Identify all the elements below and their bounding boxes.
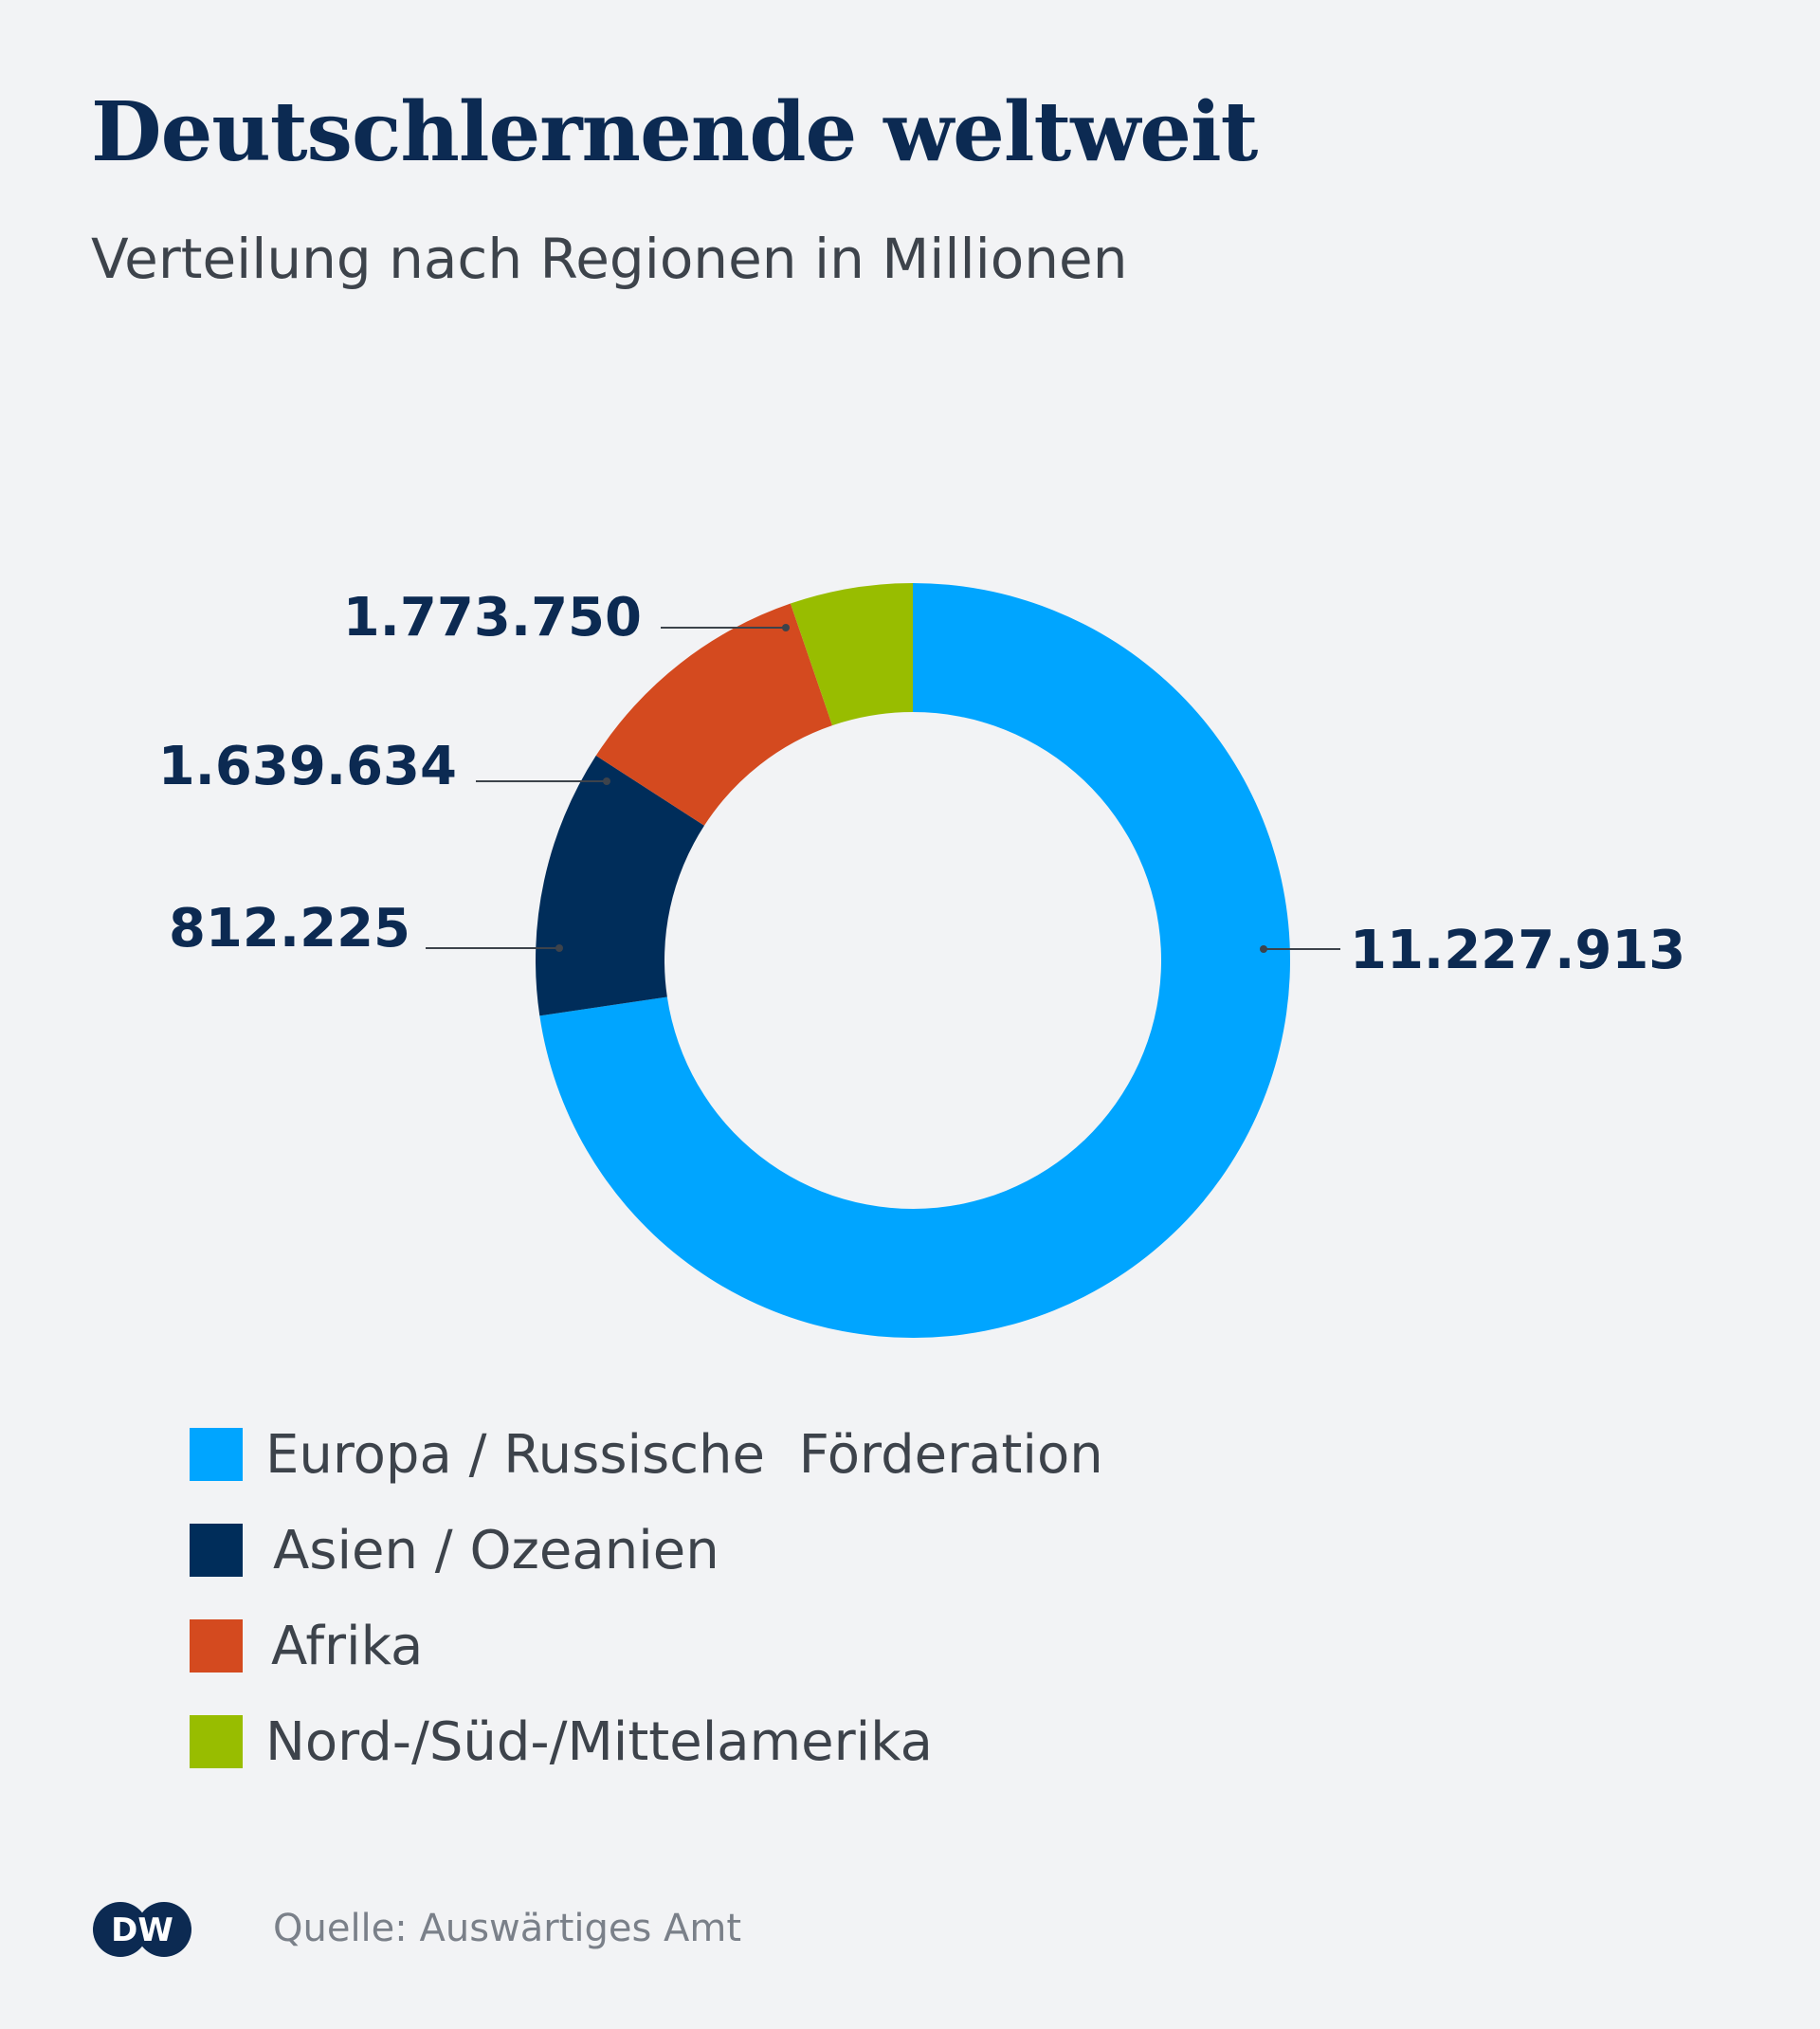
value-label-afrika: 1.639.634	[158, 736, 457, 797]
value-labels: 11.227.913 1.773.750 1.639.634 812.225	[158, 587, 1686, 981]
value-label-asien: 1.773.750	[343, 587, 642, 649]
slice-afrika	[595, 603, 833, 826]
legend-label-afrika: Afrika	[271, 1616, 424, 1677]
legend-swatch-asien	[190, 1524, 243, 1577]
slice-europa	[539, 583, 1290, 1338]
chart-subtitle: Verteilung nach Regionen in Millionen	[91, 227, 1128, 291]
value-label-europa: 11.227.913	[1350, 920, 1685, 981]
value-label-amerika: 812.225	[169, 898, 410, 960]
legend-swatch-europa	[190, 1428, 243, 1481]
legend-swatch-amerika	[190, 1715, 243, 1768]
leader-dot-amerika	[555, 944, 563, 952]
dw-logo-icon: DW	[93, 1902, 191, 1957]
slice-asien	[536, 755, 704, 1016]
leader-dot-afrika	[603, 777, 610, 785]
legend-label-amerika: Nord-/Süd-/Mittelamerika	[265, 1711, 933, 1773]
footer: DW Quelle: Auswärtiges Amt	[91, 1896, 1039, 1965]
source-note: Quelle: Auswärtiges Amt	[273, 1907, 742, 1950]
leader-dot-asien	[782, 624, 790, 631]
donut-chart: 11.227.913 1.773.750 1.639.634 812.225	[158, 583, 1686, 1338]
leader-dot-europa	[1260, 945, 1267, 953]
slice-amerika	[790, 583, 913, 726]
donut-slices	[536, 583, 1290, 1338]
chart-title: Deutschlernende weltweit	[91, 84, 1258, 180]
dw-logo-text: DW	[111, 1911, 173, 1949]
legend-swatch-afrika	[190, 1619, 243, 1673]
legend-label-europa: Europa / Russische Förderation	[265, 1424, 1103, 1486]
legend-label-asien: Asien / Ozeanien	[273, 1520, 719, 1581]
